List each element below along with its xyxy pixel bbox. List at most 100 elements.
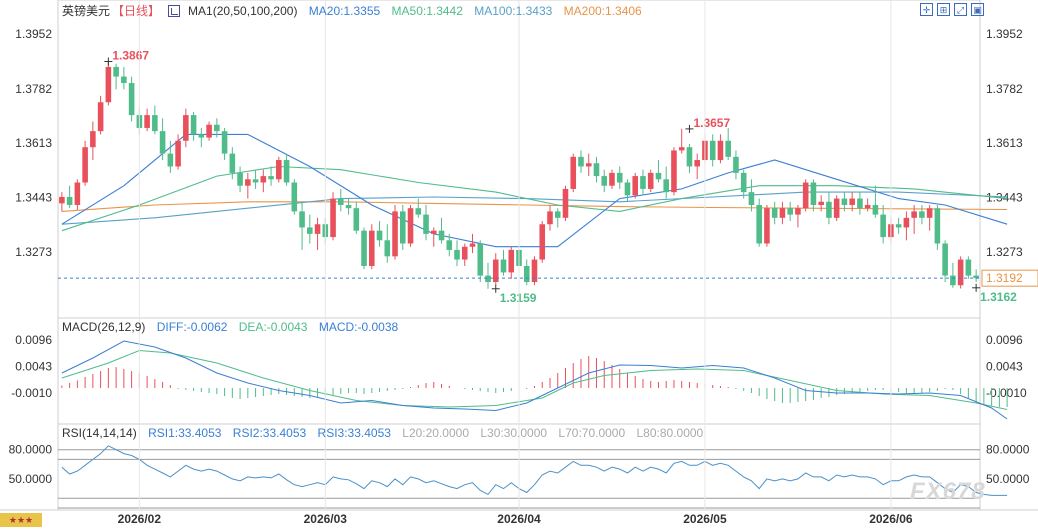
candle-body [183, 115, 189, 141]
candle-body [554, 211, 561, 218]
candle-body [90, 131, 96, 148]
candle-body [361, 230, 367, 266]
candle-body [678, 147, 685, 151]
price-header: 英镑美元 【日线】 MA1(20,50,100,200) MA20:1.3355 M… [62, 3, 650, 19]
candle-body [66, 196, 73, 205]
candle-body [578, 156, 584, 167]
restore-icon[interactable]: ▣ [971, 3, 984, 16]
candle-body [97, 102, 104, 132]
macd-tick-left: 0.0096 [15, 333, 52, 347]
candle-body [175, 140, 181, 167]
price-tick-left: 1.3952 [15, 27, 52, 41]
candle-body [454, 249, 460, 260]
candle-body [686, 147, 693, 167]
ma-config-label[interactable]: MA1(20,50,100,200) [168, 4, 297, 18]
candle-body [833, 198, 840, 218]
candle-body [438, 230, 445, 241]
crosshair-icon[interactable]: ✛ [920, 3, 933, 16]
candle-body [268, 176, 274, 180]
candle-body [671, 150, 677, 193]
price-tick-left: 1.3613 [15, 136, 52, 150]
candle-body [299, 211, 305, 228]
candle-body [531, 259, 538, 283]
candle-body [950, 275, 956, 286]
dropdown-icon[interactable] [168, 5, 181, 17]
candle-body [880, 214, 886, 238]
candle-body [911, 211, 917, 218]
candle-body [841, 198, 848, 205]
candle-body [221, 131, 228, 154]
candle-body [485, 275, 491, 283]
candle-body [826, 201, 832, 218]
candle-body [206, 124, 212, 138]
rsi-line [61, 445, 1008, 496]
candle-body [818, 201, 824, 205]
candle-body [229, 153, 236, 173]
rsi-tick-right: 80.0000 [986, 443, 1030, 457]
macd-diff-line [61, 340, 1008, 420]
candle-body [159, 131, 166, 154]
expand-icon[interactable]: ⤢ [954, 3, 967, 16]
candle-body [632, 176, 639, 196]
candle-body [570, 156, 577, 189]
candle-body [392, 211, 398, 257]
candle-body [291, 182, 298, 212]
candle-body [864, 204, 871, 209]
candle-body [756, 204, 762, 244]
macd-diff-value: DIFF:-0.0062 [156, 320, 228, 334]
candle-body [376, 230, 383, 241]
price-tick-left: 1.3443 [15, 191, 52, 205]
flag-badge: ★★★ [0, 513, 42, 527]
candle-body [477, 243, 484, 276]
candle-body [640, 176, 646, 189]
candle-body [105, 66, 112, 103]
candle-body [237, 172, 243, 186]
candle-body [190, 115, 197, 135]
x-tick-label: 2026/03 [304, 512, 348, 526]
annotation-label: 1.3159 [500, 291, 537, 305]
candle-body [616, 172, 623, 183]
symbol-label: 英镑美元 [62, 4, 111, 18]
candle-body [725, 140, 731, 157]
macd-macd-value: MACD:-0.0038 [318, 320, 399, 334]
candle-body [121, 76, 127, 83]
candle-body [624, 182, 631, 196]
candle-body [384, 240, 391, 257]
candle-body [663, 179, 669, 193]
ma20-line [61, 133, 1008, 248]
price-tick-left: 1.3782 [15, 82, 52, 96]
candle-body [601, 176, 608, 186]
candle-body [113, 66, 119, 77]
candle-body [802, 182, 809, 209]
candle-body [926, 208, 933, 218]
price-tick-right: 1.3952 [986, 27, 1023, 41]
macd-tick-left: 0.0043 [15, 360, 52, 374]
chart-toolbar: ✛ ⊞ ⤢ ▣ [920, 3, 984, 16]
candle-body [973, 275, 979, 279]
candle-body [934, 208, 941, 244]
candle-body [260, 176, 267, 183]
annotation-label: 1.3657 [693, 116, 730, 130]
rsi-l70: L70:70.0000 [558, 426, 626, 440]
candle-body [895, 224, 902, 228]
candle-body [330, 198, 336, 238]
zoom-in-icon[interactable]: ⊞ [937, 3, 950, 16]
x-tick-label: 2026/06 [869, 512, 913, 526]
candle-body [771, 208, 778, 218]
candle-body [872, 204, 879, 215]
candle-body [469, 243, 476, 247]
period-label[interactable]: 【日线】 [112, 4, 161, 18]
rsi-tick-left: 50.0000 [9, 472, 53, 486]
candle-body [585, 163, 592, 167]
annotation-label: 1.3867 [112, 48, 149, 62]
macd-dea-value: DEA:-0.0043 [238, 320, 308, 334]
last-price-label: 1.3192 [986, 271, 1023, 285]
candle-body [647, 172, 654, 189]
rsi-l20: L20:20.0000 [402, 426, 469, 440]
brand-watermark: FX678 [910, 478, 986, 505]
candle-body [500, 259, 507, 273]
candle-body [733, 156, 739, 173]
ma50-value: MA50:1.3442 [391, 4, 463, 18]
